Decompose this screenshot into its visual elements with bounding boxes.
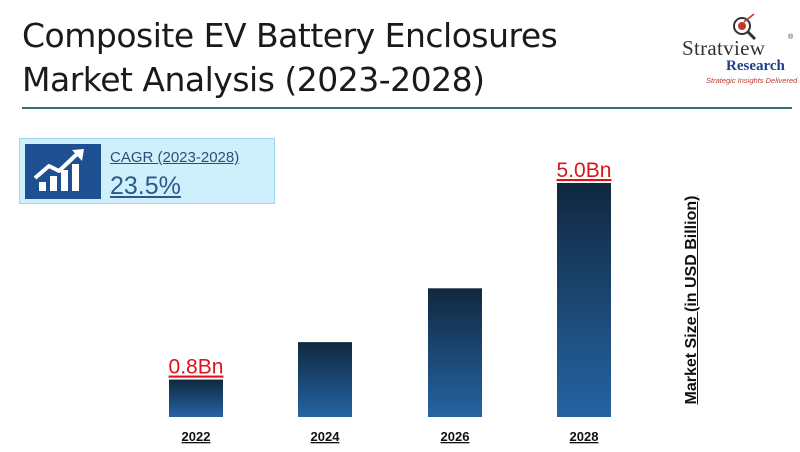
stratview-logo: Stratview ® Research Strategic Insights … (676, 12, 798, 85)
growth-chart-icon (25, 144, 101, 199)
bar-2022 (169, 379, 223, 417)
cagr-box: CAGR (2023-2028) 23.5% (19, 138, 275, 204)
cagr-label: CAGR (2023-2028) (110, 149, 240, 166)
x-tick-label: 2026 (441, 429, 470, 444)
y-axis-label: Market Size (in USD Billion) (683, 195, 700, 405)
title-divider (22, 107, 792, 109)
x-tick-label: 2022 (182, 429, 211, 444)
data-label: 5.0Bn (557, 159, 612, 182)
bar-2026 (428, 288, 482, 417)
page-title: Composite EV Battery Enclosures Market A… (22, 16, 558, 99)
x-tick-label: 2024 (311, 429, 341, 444)
data-label: 0.8Bn (169, 356, 224, 379)
magnifier-target-icon (733, 13, 757, 40)
bar-2028 (557, 183, 611, 417)
logo-tagline: Strategic Insights Delivered (706, 76, 798, 85)
logo-brand: Stratview (682, 36, 766, 60)
x-tick-label: 2028 (570, 429, 599, 444)
bar-2024 (298, 342, 352, 417)
logo-research: Research (726, 58, 785, 74)
logo-registered: ® (788, 34, 794, 41)
cagr-value: 23.5% (110, 172, 181, 200)
